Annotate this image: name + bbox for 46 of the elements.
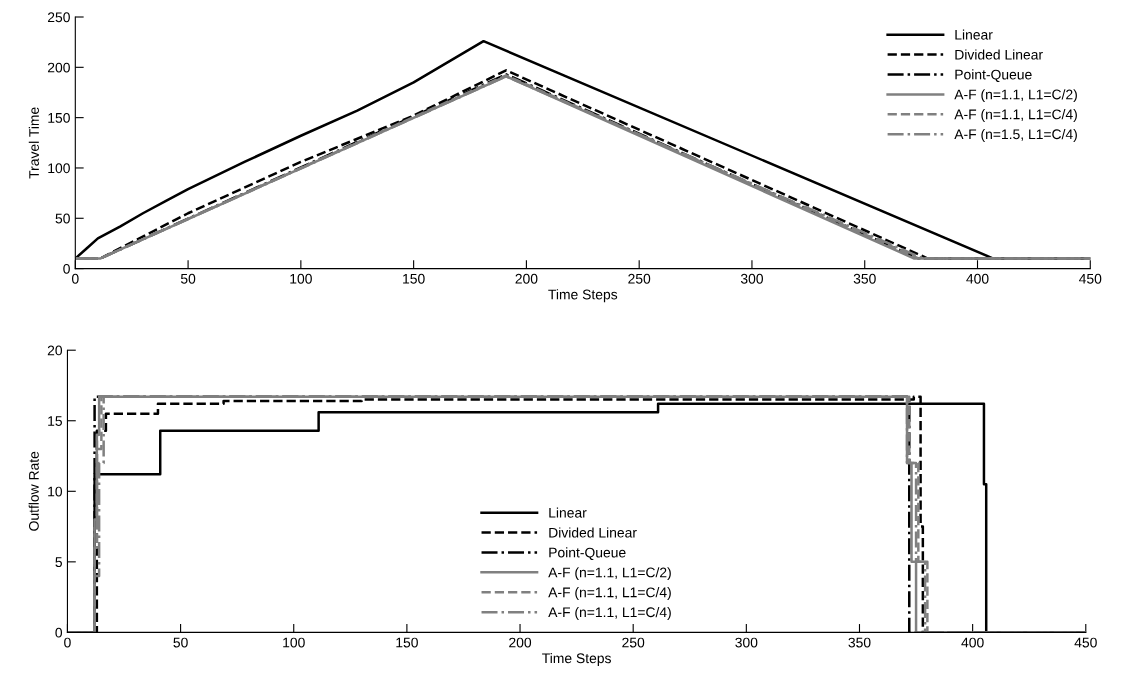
legend-label: Point-Queue (549, 547, 626, 560)
x-tick-label: 250 (622, 637, 645, 648)
legend-label: Divided Linear (549, 527, 637, 538)
x-tick-label: 350 (848, 637, 871, 648)
x-tick-label: 50 (173, 637, 188, 648)
y-tick-label: 15 (48, 416, 62, 426)
x-tick-label: 150 (403, 273, 425, 284)
y-axis-title: Travel Time (28, 107, 39, 179)
x-tick-label: 400 (961, 637, 984, 648)
x-tick-label: 300 (740, 273, 763, 284)
y-tick-label: 250 (47, 12, 70, 23)
x-tick-label: 200 (515, 273, 538, 284)
y-tick-label: 5 (55, 557, 62, 568)
y-tick-label: 100 (48, 163, 70, 174)
y-axis-title: Outflow Rate (28, 451, 39, 531)
y-tick-label: 20 (47, 345, 63, 356)
x-tick-label: 450 (1074, 637, 1097, 648)
y-tick-label: 150 (48, 112, 70, 123)
x-tick-label: 350 (853, 273, 876, 284)
y-tick-label: 50 (55, 213, 70, 224)
y-tick-label: 10 (48, 486, 63, 497)
x-tick-label: 150 (396, 637, 418, 648)
legend-label: A-F (n=1.1, L1=C/4) (548, 587, 671, 600)
y-tick-label: 200 (47, 62, 70, 73)
x-tick-label: 100 (283, 637, 305, 648)
legend-label: Linear (955, 29, 993, 40)
x-tick-label: 450 (1079, 273, 1102, 284)
x-tick-label: 100 (290, 273, 312, 284)
x-tick-label: 400 (966, 273, 989, 284)
legend-label: Point-Queue (955, 69, 1032, 82)
y-tick-label: 0 (63, 263, 70, 274)
x-axis-title: Time Steps (548, 289, 618, 303)
legend-label: Divided Linear (955, 49, 1043, 60)
x-axis-title: Time Steps (542, 652, 611, 666)
x-tick-label: 0 (71, 273, 79, 284)
legend-label: A-F (n=1.1, L1=C/2) (548, 567, 671, 581)
legend-label: A-F (n=1.1, L1=C/4) (548, 606, 671, 620)
x-tick-label: 50 (180, 273, 196, 284)
x-tick-label: 300 (735, 637, 758, 648)
y-tick-label: 0 (55, 627, 63, 638)
x-tick-label: 200 (509, 637, 532, 648)
x-tick-label: 250 (628, 273, 651, 284)
legend-label: Linear (549, 507, 587, 518)
legend-label: A-F (n=1.5, L1=C/4) (954, 128, 1077, 142)
legend-label: A-F (n=1.1, L1=C/2) (954, 89, 1077, 103)
legend-label: A-F (n=1.1, L1=C/4) (954, 109, 1077, 123)
